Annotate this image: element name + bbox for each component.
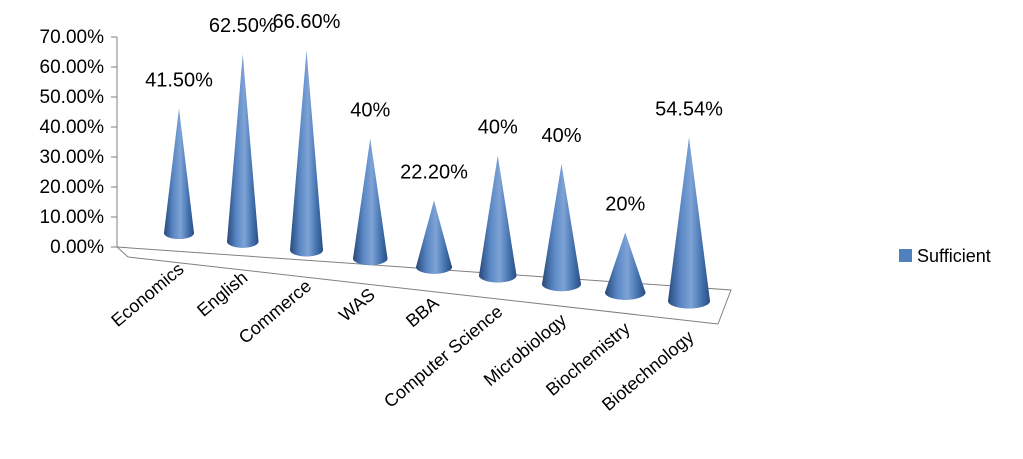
data-label-biotechnology: 54.54% [655, 98, 723, 120]
data-label-computer-science: 40% [478, 117, 518, 139]
cone-commerce [290, 50, 323, 257]
data-label-english: 62.50% [209, 15, 277, 37]
cone-biochemistry [605, 232, 646, 300]
cone-body [290, 50, 323, 257]
cone-english [227, 54, 259, 248]
cone-body [542, 164, 581, 292]
x-label-was: WAS [335, 284, 379, 325]
cone-biotechnology [668, 137, 710, 309]
data-label-was: 40% [350, 100, 390, 122]
cone-microbiology [542, 164, 581, 292]
y-tick-label: 30.00% [40, 147, 105, 168]
cones [164, 50, 710, 309]
cone-bba [416, 200, 452, 274]
y-tick-label: 40.00% [40, 117, 105, 138]
y-tick-label: 20.00% [40, 177, 105, 198]
y-tick-label: 60.00% [40, 57, 105, 78]
data-label-commerce: 66.60% [273, 11, 341, 33]
y-tick-label: 10.00% [40, 207, 105, 228]
cone-body [605, 232, 646, 300]
data-label-microbiology: 40% [541, 125, 581, 147]
cone-body [416, 200, 452, 274]
x-label-bba: BBA [402, 293, 442, 331]
y-axis-tick-labels: 0.00% 10.00% 20.00% 30.00% 40.00% 50.00% 60.00… [40, 27, 105, 258]
cone-was [353, 138, 388, 266]
y-tick-label: 50.00% [40, 87, 105, 108]
data-label-biochemistry: 20% [605, 194, 645, 216]
legend-swatch [899, 249, 912, 262]
x-label-commerce: Commerce [235, 276, 315, 348]
cone-body [353, 138, 388, 266]
x-label-english: English [193, 267, 251, 320]
cone-body [479, 155, 517, 283]
cone-body [668, 137, 710, 309]
cone-body [227, 54, 259, 248]
legend: Sufficient [899, 246, 991, 266]
y-tick-label: 70.00% [40, 27, 105, 48]
cone-computer-science [479, 155, 517, 283]
cone-economics [164, 108, 194, 239]
data-label-economics: 41.50% [145, 70, 213, 92]
x-label-computer-science: Computer Science [380, 301, 506, 412]
y-tick-label: 0.00% [50, 237, 104, 258]
data-labels: 41.50% 62.50%66.60% 40% 22.20% 40% 40% 20% 54.5… [145, 11, 723, 215]
x-label-economics: Economics [107, 259, 187, 331]
cone-body [164, 108, 194, 239]
legend-label-sufficient: Sufficient [917, 246, 991, 266]
x-axis-line [127, 256, 719, 325]
data-label-bba: 22.20% [400, 161, 468, 183]
